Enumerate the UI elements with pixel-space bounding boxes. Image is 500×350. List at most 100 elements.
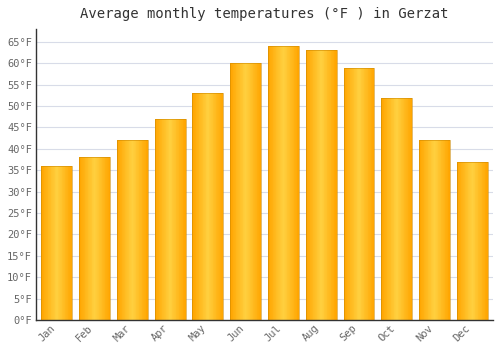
Bar: [359, 68, 360, 320]
Bar: [468, 162, 469, 320]
Bar: [259, 63, 260, 320]
Bar: [42, 166, 43, 320]
Bar: [146, 140, 147, 320]
Bar: [330, 50, 332, 320]
Bar: [352, 68, 353, 320]
Bar: [170, 119, 171, 320]
Bar: [42, 166, 72, 320]
Bar: [439, 140, 440, 320]
Bar: [269, 46, 270, 320]
Bar: [240, 63, 241, 320]
Bar: [93, 158, 94, 320]
Bar: [356, 68, 358, 320]
Bar: [140, 140, 141, 320]
Bar: [280, 46, 281, 320]
Bar: [389, 98, 390, 320]
Bar: [442, 140, 443, 320]
Bar: [163, 119, 164, 320]
Bar: [365, 68, 366, 320]
Bar: [80, 158, 82, 320]
Bar: [192, 93, 224, 320]
Bar: [97, 158, 98, 320]
Bar: [196, 93, 197, 320]
Bar: [308, 50, 309, 320]
Bar: [483, 162, 484, 320]
Bar: [142, 140, 143, 320]
Bar: [335, 50, 336, 320]
Bar: [156, 119, 157, 320]
Bar: [446, 140, 447, 320]
Bar: [469, 162, 470, 320]
Bar: [103, 158, 104, 320]
Bar: [310, 50, 311, 320]
Bar: [133, 140, 134, 320]
Bar: [486, 162, 487, 320]
Bar: [292, 46, 293, 320]
Bar: [281, 46, 282, 320]
Bar: [328, 50, 329, 320]
Bar: [96, 158, 97, 320]
Bar: [332, 50, 333, 320]
Bar: [131, 140, 132, 320]
Bar: [126, 140, 127, 320]
Bar: [200, 93, 201, 320]
Bar: [86, 158, 87, 320]
Bar: [256, 63, 258, 320]
Bar: [432, 140, 433, 320]
Bar: [175, 119, 176, 320]
Bar: [487, 162, 488, 320]
Bar: [282, 46, 284, 320]
Bar: [284, 46, 285, 320]
Bar: [286, 46, 288, 320]
Bar: [312, 50, 314, 320]
Bar: [364, 68, 365, 320]
Bar: [205, 93, 206, 320]
Bar: [254, 63, 255, 320]
Bar: [425, 140, 426, 320]
Bar: [448, 140, 449, 320]
Bar: [309, 50, 310, 320]
Bar: [360, 68, 362, 320]
Bar: [272, 46, 274, 320]
Bar: [443, 140, 444, 320]
Bar: [477, 162, 478, 320]
Bar: [293, 46, 294, 320]
Bar: [124, 140, 126, 320]
Bar: [147, 140, 148, 320]
Bar: [67, 166, 68, 320]
Bar: [178, 119, 180, 320]
Bar: [127, 140, 128, 320]
Bar: [410, 98, 412, 320]
Bar: [144, 140, 145, 320]
Bar: [231, 63, 232, 320]
Bar: [48, 166, 49, 320]
Bar: [193, 93, 194, 320]
Bar: [118, 140, 119, 320]
Bar: [185, 119, 186, 320]
Bar: [46, 166, 47, 320]
Bar: [251, 63, 252, 320]
Bar: [409, 98, 410, 320]
Bar: [271, 46, 272, 320]
Bar: [291, 46, 292, 320]
Bar: [319, 50, 320, 320]
Bar: [49, 166, 50, 320]
Bar: [50, 166, 51, 320]
Bar: [212, 93, 214, 320]
Bar: [204, 93, 205, 320]
Bar: [138, 140, 140, 320]
Bar: [386, 98, 388, 320]
Bar: [232, 63, 234, 320]
Bar: [162, 119, 163, 320]
Bar: [122, 140, 123, 320]
Bar: [358, 68, 359, 320]
Bar: [460, 162, 462, 320]
Bar: [437, 140, 438, 320]
Bar: [458, 162, 459, 320]
Bar: [466, 162, 467, 320]
Bar: [206, 93, 207, 320]
Bar: [194, 93, 195, 320]
Bar: [390, 98, 392, 320]
Bar: [433, 140, 434, 320]
Bar: [62, 166, 63, 320]
